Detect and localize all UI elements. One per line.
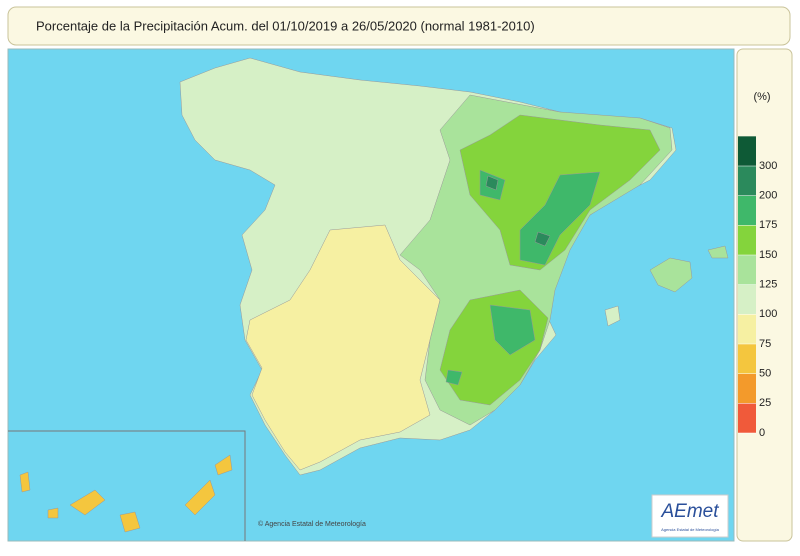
land: [19, 57, 729, 533]
legend-swatch: [738, 136, 756, 166]
legend-label: 25: [759, 397, 771, 409]
legend-label: 125: [759, 279, 777, 291]
legend-label: 300: [759, 160, 777, 172]
legend-swatch: [738, 284, 756, 315]
ibiza: [604, 305, 621, 327]
legend-label: 50: [759, 368, 771, 380]
canary-islands: [19, 454, 233, 533]
credit: © Agencia Estatal de Meteorología: [258, 520, 366, 528]
legend-label: 75: [759, 338, 771, 350]
title: Porcentaje de la Precipitación Acum. del…: [36, 18, 535, 33]
legend-unit: (%): [753, 91, 770, 103]
legend-label: 200: [759, 190, 777, 202]
logo-subtitle: Agencia Estatal de Meteorología: [661, 527, 720, 532]
legend-swatch: [738, 314, 756, 344]
legend-swatch: [738, 255, 756, 285]
legend-swatch: [738, 373, 756, 404]
legend-label: 150: [759, 249, 777, 261]
legend-swatch: [738, 403, 756, 433]
menorca: [707, 245, 729, 259]
legend-swatch: [738, 225, 756, 255]
peak-zone: [485, 175, 551, 247]
logo-box: [651, 494, 729, 538]
wettest-zone: [445, 169, 601, 386]
logo: AEmet: [660, 501, 719, 522]
legend: 0 25 50 75 100 125 150 175 200 300: [738, 136, 777, 439]
mallorca: [649, 257, 693, 293]
inset-frame: [8, 430, 246, 541]
legend-label: 100: [759, 308, 777, 320]
legend-label: 175: [759, 219, 777, 231]
legend-swatch: [738, 344, 756, 374]
legend-swatch: [738, 195, 756, 226]
legend-swatch: [738, 166, 756, 196]
title-box: [7, 6, 791, 46]
legend-label: 0: [759, 427, 765, 439]
